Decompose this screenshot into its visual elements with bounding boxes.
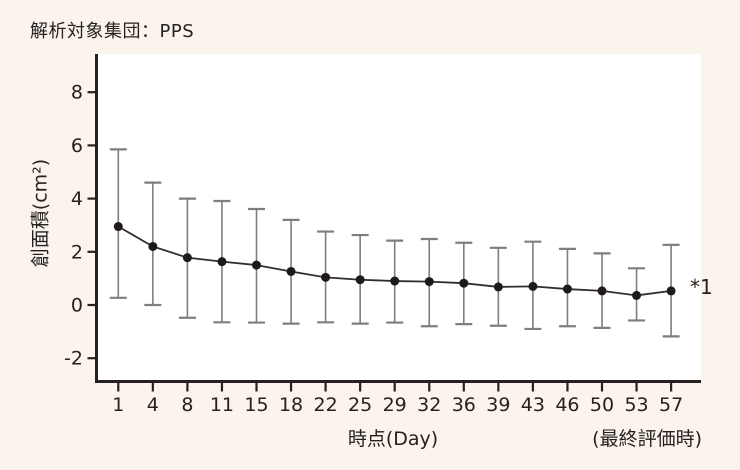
- y-tick-label: 2: [71, 241, 83, 263]
- data-point: [113, 222, 123, 232]
- final-evaluation-note: (最終評価時): [592, 428, 702, 450]
- chart-title: 解析対象集団：PPS: [30, 21, 195, 42]
- x-tick-label: 1: [112, 394, 124, 416]
- footnote-marker-1: *1: [690, 275, 713, 299]
- x-tick-label: 8: [181, 394, 193, 416]
- x-tick-label: 39: [486, 394, 510, 416]
- data-point: [562, 284, 572, 294]
- data-point: [286, 266, 296, 276]
- data-point: [666, 286, 676, 296]
- y-tick-label: 8: [71, 82, 83, 104]
- x-tick-label: 29: [383, 394, 407, 416]
- x-tick-label: 50: [590, 394, 614, 416]
- data-point: [182, 253, 192, 263]
- y-tick-label: 6: [71, 135, 83, 157]
- x-tick-label: 32: [417, 394, 441, 416]
- data-point: [321, 272, 331, 282]
- x-tick-label: 46: [555, 394, 579, 416]
- data-point: [148, 241, 158, 251]
- x-tick-label: 18: [279, 394, 303, 416]
- data-point: [528, 281, 538, 291]
- x-tick-label: 57: [659, 394, 683, 416]
- x-tick-label: 15: [244, 394, 268, 416]
- y-axis-title: 創面積(cm²): [29, 158, 52, 268]
- data-point: [597, 286, 607, 296]
- y-tick-label: -2: [64, 348, 83, 370]
- x-tick-label: 43: [521, 394, 545, 416]
- data-point: [459, 278, 469, 288]
- data-point: [424, 277, 434, 287]
- data-point: [355, 275, 365, 285]
- x-tick-label: 4: [147, 394, 159, 416]
- x-tick-label: 36: [452, 394, 476, 416]
- data-point: [390, 276, 400, 286]
- y-tick-label: 4: [71, 188, 83, 210]
- data-point: [493, 282, 503, 292]
- x-axis-title: 時点(Day): [347, 428, 439, 450]
- x-tick-label: 25: [348, 394, 372, 416]
- y-tick-label: 0: [71, 295, 83, 317]
- data-point: [252, 260, 261, 270]
- plot-area: [95, 54, 701, 383]
- x-tick-label: 22: [314, 394, 338, 416]
- data-point: [217, 257, 227, 267]
- data-point: [632, 290, 642, 300]
- x-tick-label: 11: [210, 394, 234, 416]
- x-tick-label: 53: [624, 394, 648, 416]
